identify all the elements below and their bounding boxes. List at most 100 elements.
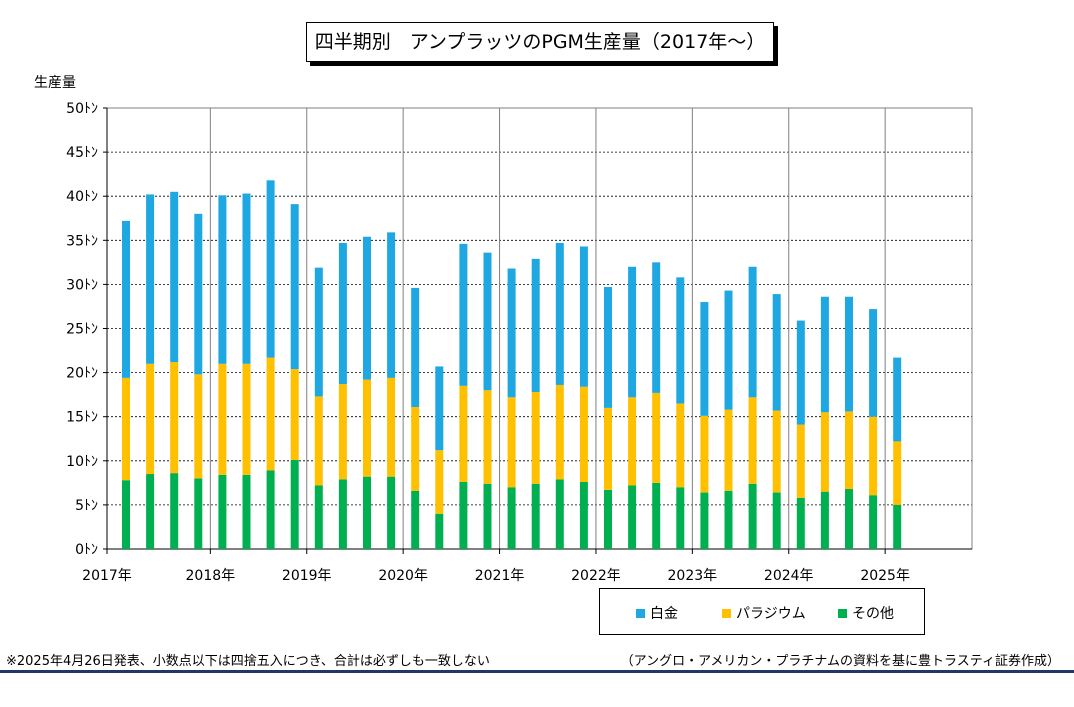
bar-palladium-2020Q2: [435, 450, 444, 514]
bar-other-2024Q3: [845, 489, 853, 549]
x-tick-label: 2024年: [764, 568, 814, 584]
x-tick-label: 2020年: [378, 568, 428, 584]
bar-platinum-2019Q3: [363, 236, 371, 380]
bar-platinum-2022Q4: [676, 277, 685, 404]
bar-palladium-2021Q4: [579, 386, 588, 482]
bar-platinum-2023Q1: [700, 302, 709, 416]
bar-palladium-2020Q3: [459, 385, 468, 482]
legend-swatch-platinum: [636, 608, 645, 618]
bar-platinum-2024Q2: [820, 296, 829, 413]
bar-palladium-2024Q3: [845, 411, 853, 490]
bar-platinum-2023Q3: [748, 266, 757, 398]
bar-other-2020Q2: [435, 513, 444, 549]
bottom-divider: [0, 670, 1074, 673]
bar-palladium-2021Q1: [507, 397, 516, 488]
y-tick-label: 35ﾄﾝ: [66, 233, 98, 249]
bar-other-2022Q4: [676, 487, 685, 549]
y-axis-label: 生産量: [34, 75, 76, 91]
x-tick-label: 2022年: [571, 568, 621, 584]
bar-platinum-2022Q1: [604, 287, 612, 408]
bar-other-2017Q3: [170, 473, 179, 549]
bar-platinum-2021Q2: [531, 258, 540, 393]
bar-platinum-2021Q3: [555, 242, 564, 385]
x-tick-label: 2019年: [282, 568, 332, 584]
bar-platinum-2019Q1: [314, 267, 323, 397]
bar-palladium-2018Q1: [218, 363, 227, 475]
bar-other-2023Q2: [724, 490, 733, 549]
bar-palladium-2021Q3: [555, 384, 564, 480]
bar-other-2024Q4: [869, 495, 878, 549]
bar-other-2021Q3: [555, 479, 564, 549]
legend: 白金 パラジウム その他: [599, 588, 925, 635]
bar-palladium-2020Q4: [483, 390, 492, 484]
bar-platinum-2020Q4: [483, 252, 492, 391]
bar-platinum-2019Q2: [338, 242, 347, 385]
bar-other-2018Q2: [242, 474, 251, 549]
y-tick-label: 40ﾄﾝ: [66, 189, 98, 205]
y-tick-label: 20ﾄﾝ: [66, 366, 98, 382]
footnote: ※2025年4月26日発表、小数点以下は四捨五入につき、合計は必ずしも一致しない: [6, 654, 490, 669]
bar-palladium-2022Q1: [604, 407, 612, 490]
bar-palladium-2019Q4: [387, 377, 396, 477]
y-tick-label: 5ﾄﾝ: [75, 498, 98, 514]
bar-palladium-2022Q2: [628, 397, 637, 486]
bar-other-2018Q1: [218, 474, 227, 549]
bar-other-2021Q2: [531, 483, 540, 549]
y-tick-label: 0ﾄﾝ: [75, 542, 98, 558]
bar-platinum-2023Q4: [772, 294, 781, 411]
legend-item-other: その他: [838, 603, 894, 623]
y-tick-label: 50ﾄﾝ: [66, 101, 98, 117]
bar-palladium-2023Q2: [724, 409, 733, 491]
bar-platinum-2018Q4: [290, 204, 299, 370]
y-tick-label: 15ﾄﾝ: [66, 410, 98, 426]
x-tick-label: 2023年: [668, 568, 718, 584]
bar-palladium-2017Q1: [122, 377, 130, 481]
bar-other-2023Q4: [772, 492, 781, 549]
legend-item-palladium: パラジウム: [722, 603, 806, 623]
x-tick-label: 2017年: [82, 568, 132, 584]
legend-label-other: その他: [852, 606, 894, 622]
legend-swatch-other: [838, 608, 847, 618]
bar-platinum-2021Q4: [579, 246, 588, 387]
x-tick-label: 2018年: [186, 568, 236, 584]
y-tick-label: 25ﾄﾝ: [66, 322, 98, 338]
bar-other-2017Q1: [122, 480, 130, 549]
bar-platinum-2018Q2: [242, 193, 251, 364]
bar-other-2023Q3: [748, 483, 757, 549]
bar-other-2017Q2: [146, 474, 155, 549]
bar-other-2022Q2: [628, 485, 637, 549]
legend-item-platinum: 白金: [636, 603, 678, 623]
bar-other-2025Q1: [893, 504, 902, 549]
bar-palladium-2021Q2: [531, 392, 540, 484]
bar-platinum-2017Q4: [194, 213, 203, 375]
bar-platinum-2020Q2: [435, 366, 444, 451]
bar-other-2021Q4: [579, 481, 588, 549]
bar-other-2020Q1: [411, 490, 420, 549]
bar-other-2022Q3: [652, 482, 661, 549]
bar-other-2024Q2: [820, 491, 829, 549]
bar-platinum-2023Q2: [724, 290, 733, 410]
y-tick-label: 45ﾄﾝ: [66, 145, 98, 161]
bar-platinum-2019Q4: [387, 232, 396, 378]
bar-other-2019Q3: [363, 476, 371, 549]
bar-palladium-2018Q3: [266, 357, 275, 471]
bar-palladium-2023Q4: [772, 410, 781, 493]
y-tick-label: 10ﾄﾝ: [66, 454, 98, 470]
x-tick-label: 2025年: [860, 568, 910, 584]
bar-palladium-2018Q4: [290, 369, 299, 460]
bar-palladium-2017Q2: [146, 363, 155, 475]
bar-platinum-2020Q3: [459, 243, 468, 386]
legend-label-palladium: パラジウム: [736, 606, 806, 622]
bar-palladium-2019Q3: [363, 379, 371, 477]
y-tick-label: 30ﾄﾝ: [66, 277, 98, 293]
bar-other-2020Q4: [483, 483, 492, 549]
source-note: （アングロ・アメリカン・プラチナムの資料を基に豊トラスティ証券作成）: [620, 654, 1060, 669]
bar-palladium-2024Q2: [820, 412, 829, 492]
bar-other-2023Q1: [700, 492, 709, 549]
bar-other-2022Q1: [604, 489, 612, 549]
x-tick-label: 2021年: [475, 568, 525, 584]
bar-palladium-2022Q4: [676, 403, 685, 488]
bar-palladium-2018Q2: [242, 363, 251, 475]
